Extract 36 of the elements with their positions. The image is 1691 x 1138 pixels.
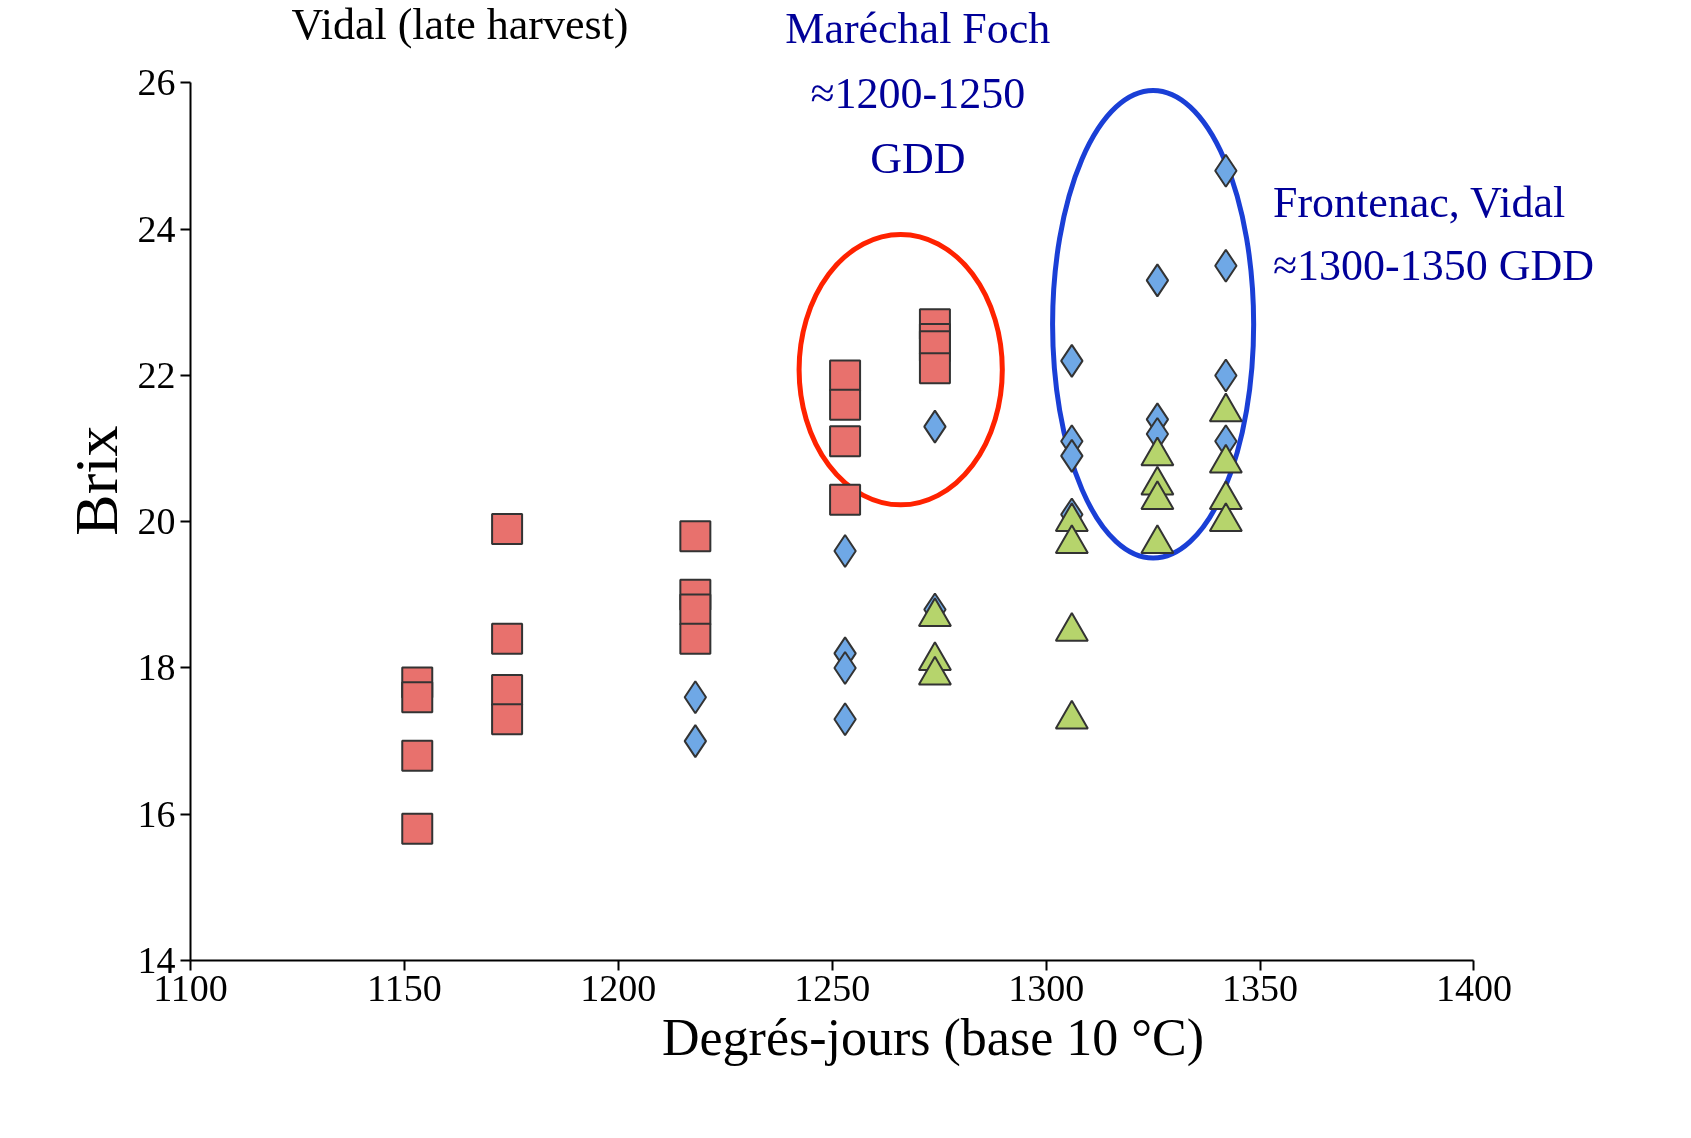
point xyxy=(829,388,862,421)
y-tick-label: 22 xyxy=(137,353,176,396)
point xyxy=(401,812,434,845)
point xyxy=(679,593,712,626)
y-tick-label: 18 xyxy=(137,646,176,689)
x-tick-label: 1300 xyxy=(1008,966,1085,1009)
point xyxy=(491,673,524,706)
point xyxy=(829,483,862,516)
point xyxy=(401,739,434,772)
x-tick-label: 1400 xyxy=(1435,966,1512,1009)
point xyxy=(1145,263,1170,298)
x-tick-label: 1350 xyxy=(1222,966,1299,1009)
point xyxy=(679,520,712,553)
point xyxy=(491,703,524,736)
point xyxy=(918,352,951,385)
y-axis-title: Brix xyxy=(61,425,130,536)
point xyxy=(679,622,712,655)
x-tick-label: 1200 xyxy=(580,966,657,1009)
annotation: Frontenac, Vidal ≈1300-1350 GDD xyxy=(1272,178,1595,291)
point xyxy=(491,513,524,546)
x-axis-title: Degrés-jours (base 10 °C) xyxy=(661,1008,1205,1067)
x-tick-label: 1150 xyxy=(367,966,442,1009)
point xyxy=(829,359,862,392)
point xyxy=(491,622,524,655)
point xyxy=(401,681,434,714)
y-tick-label: 26 xyxy=(137,61,176,104)
y-tick-label: 20 xyxy=(137,500,176,543)
point xyxy=(833,651,857,685)
text: Vidal (late harvest) xyxy=(291,0,629,49)
x-tick-label: 1250 xyxy=(794,966,871,1009)
point xyxy=(829,425,862,458)
y-tick-label: 16 xyxy=(137,792,176,835)
annotation: Maréchal Foch ≈1200-1250 GDD xyxy=(785,4,1051,183)
point xyxy=(683,724,708,759)
point xyxy=(683,680,708,715)
y-tick-label: 24 xyxy=(137,207,176,250)
